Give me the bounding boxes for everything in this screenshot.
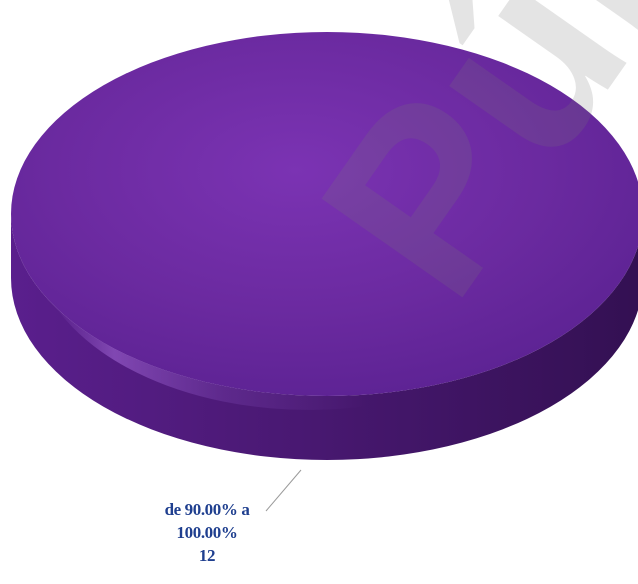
pie-slice bbox=[11, 32, 638, 396]
slice-data-label: de 90.00% a 100.00% 12 bbox=[128, 498, 286, 567]
slice-label-line2: 100.00% bbox=[176, 523, 238, 542]
slice-leader-line bbox=[265, 469, 302, 512]
slice-label-line1: de 90.00% a bbox=[164, 500, 250, 519]
slice-value-label: 12 bbox=[198, 546, 216, 565]
pie-slice-side bbox=[11, 214, 638, 460]
